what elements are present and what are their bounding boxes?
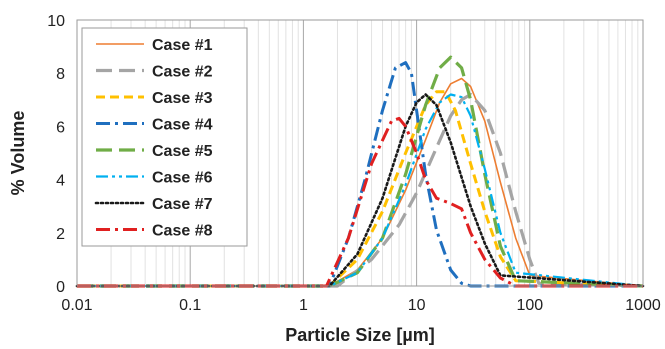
y-axis-title: % Volume: [8, 111, 28, 196]
series-line: [77, 61, 643, 288]
series-line: [77, 93, 644, 288]
x-tick-label: 1000: [625, 297, 661, 314]
legend-label: Case #7: [152, 196, 213, 213]
x-tick-label: 0.01: [61, 297, 92, 314]
y-tick-label: 2: [56, 226, 65, 243]
x-tick-label: 1: [299, 297, 308, 314]
series-line: [77, 55, 644, 288]
legend-label: Case #2: [152, 64, 213, 81]
y-tick-label: 0: [56, 279, 65, 296]
legend-label: Case #3: [152, 90, 213, 107]
tick-labels: 0.01 0.1 1 10 100 1000 0 2 4 6 8 10: [47, 13, 661, 314]
y-tick-label: 10: [47, 13, 65, 30]
series-line: [77, 116, 643, 288]
legend-label: Case #4: [152, 117, 213, 134]
legend-box: [81, 27, 248, 247]
y-tick-label: 4: [56, 173, 65, 190]
plot-frame: [76, 19, 644, 287]
x-tick-label: 100: [516, 297, 543, 314]
legend: Case #1 Case #2 Case #3 Case #4 Case #5 Case …: [81, 27, 248, 247]
legend-label: Case #5: [152, 143, 213, 160]
y-tick-label: 8: [56, 66, 65, 83]
x-tick-label: 0.1: [179, 297, 201, 314]
legend-label: Case #1: [152, 37, 213, 54]
legend-label: Case #6: [152, 170, 213, 187]
series-lines: [75, 55, 645, 288]
y-tick-label: 6: [56, 119, 65, 136]
series-line: [77, 90, 644, 288]
x-axis-title: Particle Size [µm]: [285, 325, 434, 345]
x-tick-label: 10: [408, 297, 426, 314]
legend-label: Case #8: [152, 223, 213, 240]
series-line: [75, 93, 645, 288]
series-line: [77, 92, 644, 288]
